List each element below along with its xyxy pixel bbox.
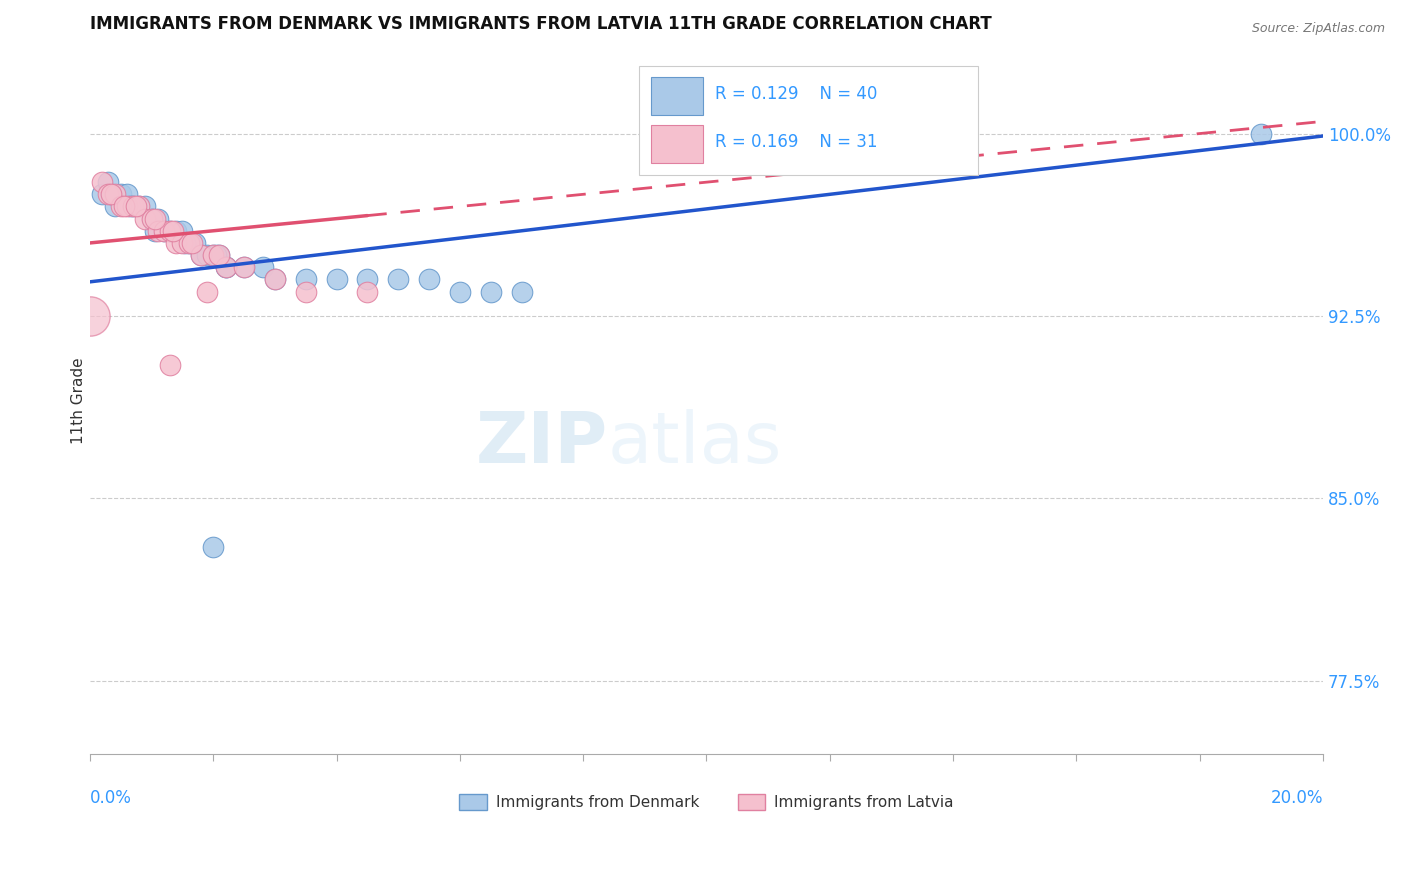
Point (97, 187, 120, 202)
Text: IMMIGRANTS FROM DENMARK VS IMMIGRANTS FROM LATVIA 11TH GRADE CORRELATION CHART: IMMIGRANTS FROM DENMARK VS IMMIGRANTS FR… (90, 15, 991, 33)
Point (356, 272, 378, 286)
Point (294, 285, 316, 299)
Point (159, 358, 181, 372)
Legend: Immigrants from Denmark, Immigrants from Latvia: Immigrants from Denmark, Immigrants from… (453, 789, 960, 816)
Point (479, 285, 502, 299)
Point (263, 272, 285, 286)
Point (91, 187, 114, 202)
Point (177, 235, 200, 250)
FancyBboxPatch shape (651, 125, 703, 162)
Point (122, 199, 145, 213)
Point (103, 199, 125, 213)
Point (100, 187, 122, 202)
Text: Source: ZipAtlas.com: Source: ZipAtlas.com (1251, 22, 1385, 36)
Point (233, 260, 256, 275)
Point (214, 260, 236, 275)
Point (141, 211, 163, 226)
Point (146, 224, 169, 238)
Point (356, 285, 378, 299)
Point (118, 199, 141, 213)
Point (190, 248, 212, 262)
Point (162, 224, 184, 238)
Point (172, 235, 194, 250)
Point (1250, 127, 1272, 141)
Point (510, 285, 533, 299)
Point (159, 224, 181, 238)
Point (195, 285, 218, 299)
Text: R = 0.169    N = 31: R = 0.169 N = 31 (716, 133, 877, 152)
Point (202, 248, 225, 262)
Point (180, 235, 202, 250)
Point (449, 285, 471, 299)
Point (190, 248, 212, 262)
Point (205, 248, 228, 262)
Point (165, 235, 187, 250)
Point (146, 211, 169, 226)
Point (233, 260, 256, 275)
Point (115, 199, 138, 213)
FancyBboxPatch shape (651, 78, 703, 115)
Point (134, 199, 156, 213)
Point (387, 272, 409, 286)
Point (177, 235, 200, 250)
Point (125, 199, 148, 213)
Text: 20.0%: 20.0% (1271, 789, 1323, 806)
Point (174, 235, 197, 250)
Point (100, 187, 122, 202)
Point (79, 309, 101, 323)
Point (208, 248, 231, 262)
Point (122, 199, 145, 213)
Point (153, 224, 176, 238)
Point (143, 211, 166, 226)
Point (128, 199, 150, 213)
Point (208, 248, 231, 262)
Point (134, 211, 156, 226)
Point (195, 248, 218, 262)
Point (103, 187, 125, 202)
Point (110, 187, 132, 202)
Point (183, 235, 205, 250)
Point (112, 199, 135, 213)
Point (214, 260, 236, 275)
Point (325, 272, 347, 286)
Point (110, 199, 132, 213)
Point (97, 175, 120, 189)
Point (128, 199, 150, 213)
Point (294, 272, 316, 286)
Point (418, 272, 440, 286)
FancyBboxPatch shape (638, 66, 977, 176)
Text: R = 0.129    N = 40: R = 0.129 N = 40 (716, 86, 877, 103)
Point (202, 248, 225, 262)
Point (252, 260, 274, 275)
Y-axis label: 11th Grade: 11th Grade (72, 358, 86, 444)
Point (141, 211, 163, 226)
Point (202, 540, 225, 554)
Point (165, 224, 187, 238)
Point (172, 224, 194, 238)
Point (115, 187, 138, 202)
Point (91, 175, 114, 189)
Text: 0.0%: 0.0% (90, 789, 132, 806)
Point (153, 224, 176, 238)
Text: ZIP: ZIP (475, 409, 607, 478)
Point (263, 272, 285, 286)
Point (159, 224, 181, 238)
Point (143, 224, 166, 238)
Point (214, 260, 236, 275)
Text: atlas: atlas (607, 409, 782, 478)
